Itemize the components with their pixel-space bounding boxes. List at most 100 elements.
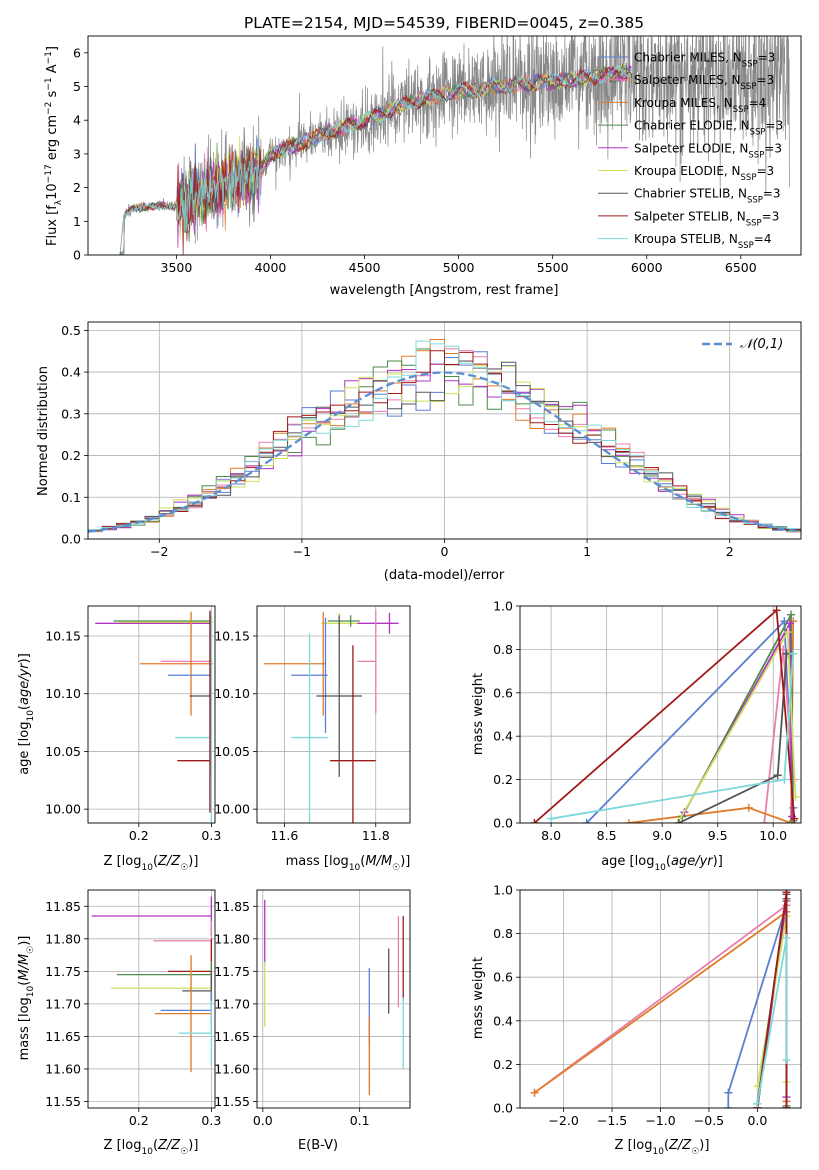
- x-tick-label: 9.5: [708, 828, 728, 843]
- y-tick-label: 10.05: [45, 744, 81, 759]
- y-tick-label: 0.2: [493, 772, 513, 787]
- spectrum-legend: Chabrier MILES, NSSP=3 Salpeter MILES, NS…: [598, 51, 783, 251]
- axes-frame: [256, 889, 411, 1109]
- axes-frame: [87, 35, 802, 256]
- y-tick-label: 11.60: [214, 1061, 250, 1076]
- axes-frame: [519, 889, 802, 1109]
- x-tick-label: 3500: [161, 260, 193, 275]
- x-tick-label: 0.3: [201, 828, 221, 843]
- legend-label: Chabrier ELODIE, NSSP=3: [634, 119, 783, 138]
- y-tick-label: 0: [73, 248, 81, 263]
- mass-vs-ebv-panel: 0.0 0.1 11.55 11.60 11.65 11.70 11.75 11.80 11.8…: [214, 889, 411, 1153]
- x-tick-label: 0.0: [253, 1113, 273, 1128]
- y-tick-label: 0.0: [493, 816, 513, 831]
- residual-legend: 𝒩(0,1): [702, 337, 783, 352]
- mass-weight-marker: [624, 819, 633, 823]
- residual-ylabel: Normed distribution: [36, 366, 51, 496]
- spectrum-xlabel: wavelength [Angstrom, rest frame]: [330, 283, 559, 298]
- x-tick-label: −2.0: [548, 1113, 578, 1128]
- y-tick-label: 0.8: [493, 926, 513, 941]
- y-tick-label: 1: [73, 214, 81, 229]
- y-tick-label: 0.4: [493, 729, 513, 744]
- y-tick-label: 0.2: [493, 1057, 513, 1072]
- axes-frame: [87, 321, 802, 540]
- mass-weight-marker: [783, 628, 792, 637]
- mass-vs-ebv-xlabel: E(B-V): [298, 1138, 338, 1153]
- mass-weight-marker: [780, 775, 789, 784]
- x-tick-label: −1: [293, 544, 311, 559]
- mass-weight-line: [678, 653, 788, 823]
- y-tick-label: 1.0: [493, 883, 513, 898]
- axes-frame: [519, 605, 802, 824]
- weight-vs-age-panel: 8.0 8.5 9.0 9.5 10.0 0.0 0.2 0.4 0.6 0.8 1.0 age […: [471, 599, 802, 873]
- weight-vs-z-xlabel: Z [log10(Z/Z☉)]: [615, 1138, 710, 1157]
- y-tick-label: 3: [73, 146, 81, 161]
- y-tick-label: 0.6: [493, 685, 513, 700]
- legend-label: Kroupa MILES, NSSP=4: [634, 96, 766, 115]
- y-tick-label: 0.8: [493, 642, 513, 657]
- mass-weight-marker: [753, 1099, 762, 1108]
- model-spectrum: [119, 64, 633, 255]
- mass-weight-marker: [724, 1104, 733, 1108]
- mass-weight-line: [533, 608, 796, 823]
- x-tick-label: 10.0: [759, 828, 787, 843]
- y-tick-label: 0.6: [493, 970, 513, 985]
- x-tick-label: 6500: [725, 260, 757, 275]
- x-tick-label: 5500: [537, 260, 569, 275]
- x-tick-label: −0.5: [694, 1113, 724, 1128]
- legend-label: Chabrier MILES, NSSP=3: [634, 51, 775, 70]
- mass-weight-marker: [785, 619, 794, 628]
- mass-weight-marker: [782, 1056, 791, 1065]
- y-tick-label: 10.15: [45, 629, 81, 644]
- gaussian-curve: [87, 371, 802, 533]
- x-tick-label: 6000: [631, 260, 663, 275]
- mass-weight-marker: [744, 803, 753, 812]
- figure-title: PLATE=2154, MJD=54539, FIBERID=0045, z=0…: [244, 14, 644, 32]
- y-tick-label: 11.80: [214, 931, 250, 946]
- mass-weight-marker: [787, 610, 796, 619]
- spectrum-panel: 3500 4000 4500 5000 5500 6000 6500 0 1 2 3 4 5 6 wave…: [44, 35, 802, 298]
- y-tick-label: 11.85: [214, 899, 250, 914]
- x-tick-label: 2: [726, 544, 734, 559]
- mass-weight-marker: [674, 819, 683, 823]
- mass-weight-marker: [530, 819, 539, 823]
- residual-histogram: [88, 340, 801, 533]
- x-tick-label: 8.5: [597, 828, 617, 843]
- mass-vs-z-xlabel: Z [log10(Z/Z☉)]: [104, 1138, 199, 1157]
- age-vs-mass-xlabel: mass [log10(M/M☉)]: [286, 854, 411, 873]
- gaussian-legend-label: 𝒩(0,1): [740, 337, 783, 352]
- legend-label: Salpeter ELODIE, NSSP=3: [634, 141, 782, 160]
- x-tick-label: 9.0: [652, 828, 672, 843]
- weight-vs-age-xlabel: age [log10(age/yr)]: [601, 854, 723, 873]
- model-spectrum: [119, 65, 633, 255]
- age-vs-z-panel: 0.2 0.3 10.00 10.05 10.10 10.15 Z [log10(Z/Z☉…: [17, 605, 221, 873]
- y-tick-label: 2: [73, 180, 81, 195]
- weight-vs-z-ylabel: mass weight: [471, 957, 486, 1039]
- y-tick-label: 11.65: [214, 1029, 250, 1044]
- residual-panel: −2 −1 0 1 2 0.0 0.1 0.2 0.3 0.4 0.5 (data-model)/e…: [36, 321, 802, 583]
- age-vs-z-ylabel: age [log10(age/yr)]: [17, 653, 36, 775]
- mass-weight-marker: [582, 819, 591, 823]
- y-tick-label: 1.0: [493, 599, 513, 614]
- mass-weight-marker: [673, 819, 682, 823]
- mass-weight-line: [585, 619, 795, 823]
- y-tick-label: 11.75: [45, 964, 81, 979]
- mass-weight-marker: [782, 890, 791, 897]
- y-tick-label: 11.60: [45, 1061, 81, 1076]
- mass-weight-marker: [530, 1088, 539, 1097]
- x-tick-label: 0.1: [350, 1113, 370, 1128]
- y-tick-label: 10.10: [214, 686, 250, 701]
- x-tick-label: 0.2: [129, 1113, 149, 1128]
- residual-histogram: [88, 350, 801, 533]
- y-tick-label: 10.00: [45, 802, 81, 817]
- y-tick-label: 11.80: [45, 931, 81, 946]
- legend-label: Kroupa STELIB, NSSP=4: [634, 232, 772, 251]
- legend-label: Salpeter MILES, NSSP=3: [634, 73, 774, 92]
- x-tick-label: 0.2: [129, 828, 149, 843]
- y-tick-label: 0.4: [493, 1013, 513, 1028]
- axes-frame: [87, 605, 216, 824]
- legend-label: Kroupa ELODIE, NSSP=3: [634, 164, 774, 183]
- y-tick-label: 11.55: [45, 1094, 81, 1109]
- x-tick-label: 11.8: [362, 828, 390, 843]
- mass-weight-marker: [760, 819, 769, 823]
